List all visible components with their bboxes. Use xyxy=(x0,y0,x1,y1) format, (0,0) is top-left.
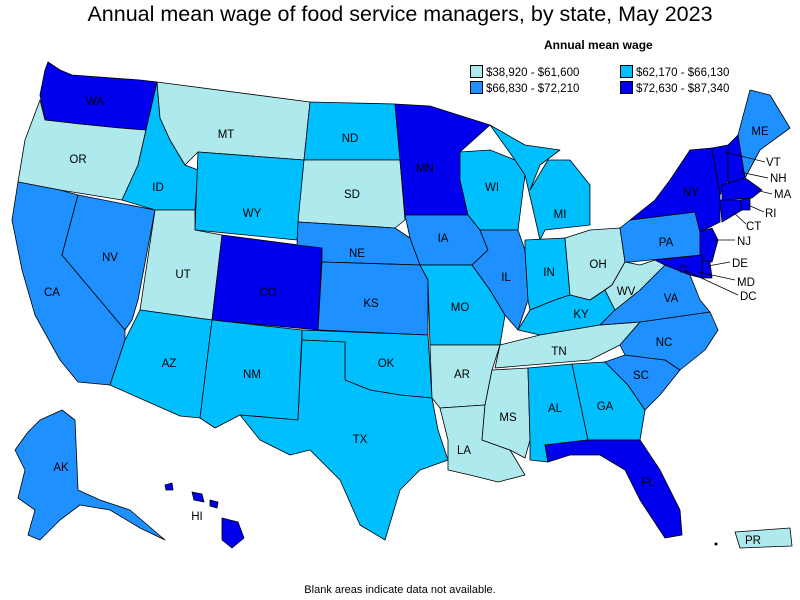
label-AZ: AZ xyxy=(162,358,177,370)
map-dot xyxy=(714,542,718,546)
legend-swatch-bin-2 xyxy=(470,81,483,94)
label-HI: HI xyxy=(191,511,203,523)
label-FL: FL xyxy=(641,477,655,489)
state-MA[interactable] xyxy=(721,177,763,201)
label-PA: PA xyxy=(659,237,674,249)
state-WY[interactable] xyxy=(194,151,305,241)
legend-swatch-bin-1 xyxy=(620,65,633,78)
state-IL[interactable] xyxy=(471,229,529,331)
state-ND[interactable] xyxy=(303,101,401,161)
label-SC: SC xyxy=(633,370,649,382)
label-KS: KS xyxy=(363,298,379,310)
label-WY: WY xyxy=(243,208,262,220)
label-IN: IN xyxy=(543,267,555,279)
label-IA: IA xyxy=(438,233,449,245)
state-MT[interactable] xyxy=(156,81,311,166)
state-SD[interactable] xyxy=(297,159,406,229)
legend-item-bin-0: $38,920 - $61,600 xyxy=(470,65,579,79)
label-CO: CO xyxy=(259,287,276,299)
label-PR: PR xyxy=(745,535,761,547)
label-GA: GA xyxy=(597,401,614,413)
state-PR[interactable] xyxy=(734,527,793,549)
leader-NH xyxy=(739,171,769,179)
label-NY: NY xyxy=(683,187,699,199)
state-NJ[interactable] xyxy=(699,227,719,263)
legend-swatch-bin-3 xyxy=(620,81,633,94)
state-HI[interactable] xyxy=(164,482,245,549)
label-DE: DE xyxy=(732,258,748,270)
legend-label-bin-1: $62,170 - $66,130 xyxy=(636,67,730,79)
legend-item-bin-2: $66,830 - $72,210 xyxy=(470,81,579,95)
legend-item-bin-1: $62,170 - $66,130 xyxy=(620,65,729,79)
label-NV: NV xyxy=(102,252,118,264)
leader-DE xyxy=(707,261,731,267)
legend-label-bin-0: $38,920 - $61,600 xyxy=(486,67,580,79)
state-MD[interactable] xyxy=(654,254,703,279)
footnote: Blank areas indicate data not available. xyxy=(304,584,496,596)
state-CO[interactable] xyxy=(211,234,323,331)
label-UT: UT xyxy=(175,269,190,281)
legend-title: Annual mean wage xyxy=(544,38,653,52)
label-MS: MS xyxy=(499,412,517,424)
label-MO: MO xyxy=(451,302,470,314)
label-MI: MI xyxy=(554,209,567,221)
label-TX: TX xyxy=(353,434,368,446)
label-VT: VT xyxy=(766,157,781,169)
label-AL: AL xyxy=(548,403,563,415)
state-KS[interactable] xyxy=(317,261,429,336)
label-ND: ND xyxy=(342,133,359,145)
label-NH: NH xyxy=(770,173,787,185)
legend-label-bin-2: $66,830 - $72,210 xyxy=(486,83,580,95)
label-OK: OK xyxy=(378,358,395,370)
leader-DC xyxy=(683,269,739,296)
label-NJ: NJ xyxy=(737,236,751,248)
leader-MD xyxy=(697,271,736,281)
label-CT: CT xyxy=(746,221,761,233)
label-VA: VA xyxy=(664,293,679,305)
label-DC: DC xyxy=(740,291,757,303)
state-MI[interactable] xyxy=(489,124,591,241)
label-NE: NE xyxy=(349,248,365,260)
leader-VT xyxy=(724,151,766,163)
state-TX[interactable] xyxy=(239,339,449,541)
label-AK: AK xyxy=(53,462,69,474)
label-WA: WA xyxy=(86,96,104,108)
state-AK[interactable] xyxy=(14,409,166,541)
label-NC: NC xyxy=(656,337,673,349)
label-RI: RI xyxy=(765,208,777,220)
label-ID: ID xyxy=(152,182,164,194)
leader-CT xyxy=(732,211,747,225)
label-AR: AR xyxy=(454,369,470,381)
label-WI: WI xyxy=(485,182,499,194)
label-ME: ME xyxy=(751,126,769,138)
label-SD: SD xyxy=(344,189,360,201)
label-OH: OH xyxy=(589,259,606,271)
label-TN: TN xyxy=(551,346,566,358)
label-NM: NM xyxy=(243,369,261,381)
leader-MA xyxy=(754,189,773,195)
state-DC[interactable] xyxy=(679,265,687,273)
state-CT[interactable] xyxy=(719,199,743,223)
label-LA: LA xyxy=(457,445,471,457)
label-MA: MA xyxy=(774,189,792,201)
page-title: Annual mean wage of food service manager… xyxy=(87,2,713,26)
label-IL: IL xyxy=(501,272,511,284)
label-MN: MN xyxy=(416,163,434,175)
label-MT: MT xyxy=(218,129,235,141)
label-KY: KY xyxy=(573,309,589,321)
leader-RI xyxy=(747,204,765,213)
legend-swatch-bin-0 xyxy=(470,65,483,78)
label-MD: MD xyxy=(737,277,755,289)
label-CA: CA xyxy=(44,287,60,299)
legend-label-bin-3: $72,630 - $87,340 xyxy=(636,83,730,95)
legend-item-bin-3: $72,630 - $87,340 xyxy=(620,81,729,95)
label-OR: OR xyxy=(69,154,86,166)
state-FL[interactable] xyxy=(544,439,683,539)
label-WV: WV xyxy=(617,286,636,298)
